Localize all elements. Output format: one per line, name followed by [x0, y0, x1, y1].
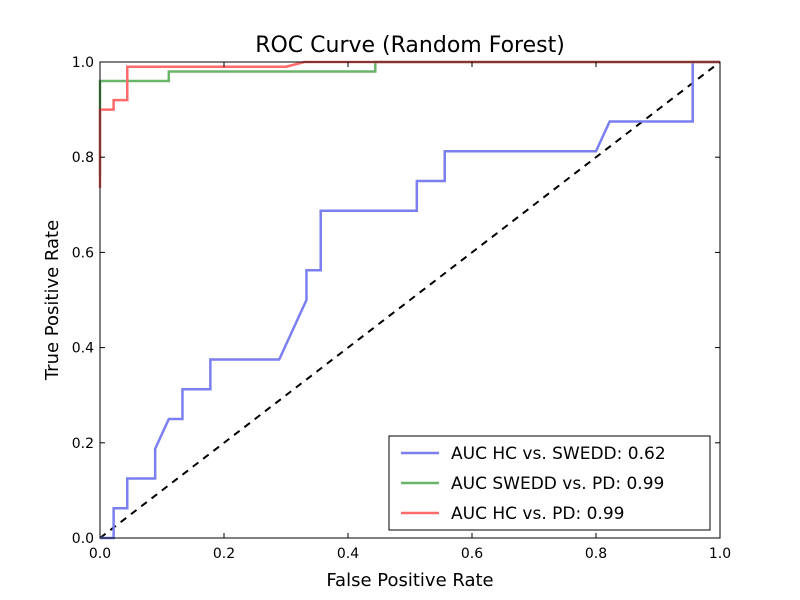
chart-title: ROC Curve (Random Forest) [255, 33, 565, 58]
series-line-2 [98, 60, 720, 189]
series-line-0 [100, 60, 720, 540]
y-tick-label: 1.0 [72, 55, 94, 71]
x-tick-label: 0.4 [337, 546, 359, 562]
y-tick-label: 0.2 [72, 436, 94, 452]
y-tick-label: 0.0 [72, 531, 94, 547]
legend-label: AUC HC vs. PD: 0.99 [451, 504, 624, 524]
y-tick-label: 0.8 [72, 150, 94, 166]
y-axis-label: True Positive Rate [42, 220, 63, 381]
legend: AUC HC vs. SWEDD: 0.62 AUC SWEDD vs. PD: … [388, 435, 711, 531]
y-tick-label: 0.6 [72, 245, 94, 261]
x-tick-label: 0.2 [213, 546, 235, 562]
x-tick-label: 0.0 [89, 546, 111, 562]
legend-label: AUC SWEDD vs. PD: 0.99 [451, 474, 664, 494]
x-axis-label: False Positive Rate [326, 570, 493, 591]
plot-area: 0.0 0.2 0.4 0.6 0.8 1.0 0.0 0.2 0.4 0.6 0.8 1.0 [72, 55, 731, 562]
reference-diagonal-line [99, 61, 721, 539]
axes-frame [99, 61, 721, 539]
y-tick-label: 0.4 [72, 341, 94, 357]
series-line-1 [98, 60, 720, 177]
legend-box [388, 435, 711, 531]
legend-label: AUC HC vs. SWEDD: 0.62 [451, 444, 666, 464]
x-tick-label: 1.0 [709, 546, 731, 562]
x-tick-label: 0.6 [461, 546, 483, 562]
x-tick-label: 0.8 [585, 546, 607, 562]
